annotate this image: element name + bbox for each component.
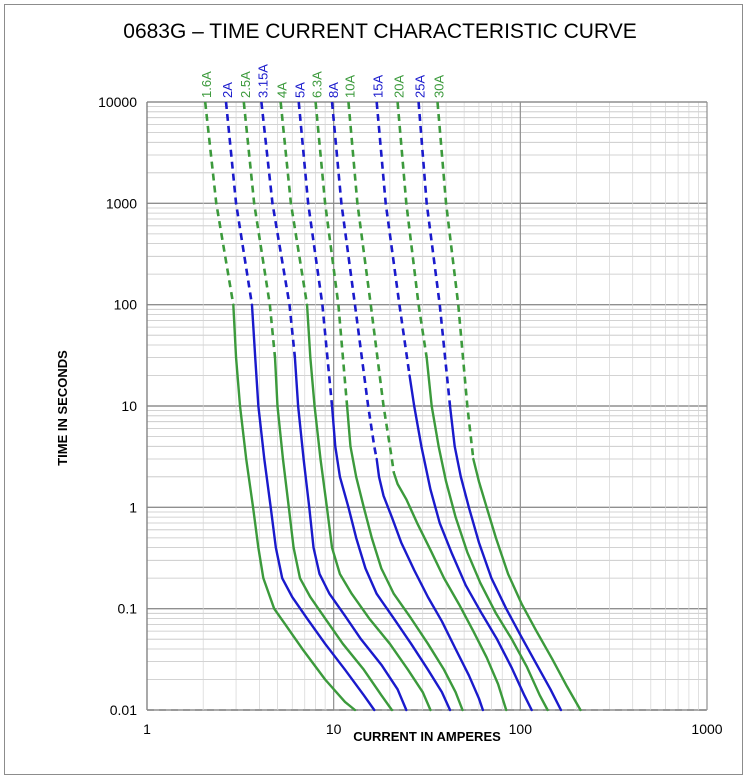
series-5a-solid-line — [330, 404, 452, 712]
series-label-25a: 25A — [413, 75, 428, 98]
series-label-1-6a: 1.6A — [199, 71, 214, 98]
y-tick-label: 0.01 — [110, 702, 137, 718]
series-10a-solid-line — [392, 471, 508, 712]
series-30a-dashed-line — [436, 101, 475, 460]
series-30a-solid-line — [472, 457, 582, 712]
series-label-2-5a: 2.5A — [238, 71, 253, 98]
tick-labels: 10000 1000 100 10 1 0.1 0.01 1 10 100 1000 — [98, 94, 723, 737]
series-6-3a-dashed-line — [314, 101, 349, 407]
y-tick-label: 10000 — [98, 94, 137, 110]
chart-title: 0683G – TIME CURRENT CHARACTERISTIC CURV… — [123, 20, 636, 43]
series-3-15a-dashed-line — [260, 101, 297, 358]
series-20a-dashed-line — [396, 101, 428, 358]
series-4a-dashed-line — [279, 101, 309, 305]
chart-frame — [4, 4, 743, 775]
series-20a-solid-line — [425, 356, 549, 712]
x-tick-label: 10 — [326, 721, 342, 737]
series-label-4a: 4A — [275, 82, 290, 98]
series-label-10a: 10A — [342, 75, 357, 98]
x-axis-title: CURRENT IN AMPERES — [353, 729, 501, 744]
series-label-2a: 2A — [220, 82, 235, 98]
series-label-8a: 8A — [326, 82, 341, 98]
series-10a-dashed-line — [347, 101, 396, 473]
series-5a-dashed-line — [297, 101, 334, 407]
series-label-30a: 30A — [432, 75, 447, 98]
series-label-5a: 5A — [293, 82, 308, 98]
series-15a-solid-line — [408, 374, 533, 712]
series-25a-solid-line — [448, 404, 563, 712]
series-label-15a: 15A — [371, 75, 386, 98]
series-25a-dashed-line — [417, 101, 452, 407]
y-tick-label: 1 — [129, 499, 137, 515]
series-2a-dashed-line — [224, 101, 254, 305]
y-tick-label: 0.1 — [118, 601, 138, 617]
series-2-5a-solid-line — [273, 356, 394, 712]
y-axis-title: TIME IN SECONDS — [55, 350, 70, 466]
series-15a-dashed-line — [375, 101, 411, 376]
x-tick-label: 1000 — [691, 721, 722, 737]
x-tick-label: 1 — [143, 721, 151, 737]
series-label-6-3a: 6.3A — [310, 71, 325, 98]
series-2a-solid-line — [250, 303, 376, 712]
series-1-6a-solid-line — [232, 303, 357, 712]
series-label-20a: 20A — [392, 75, 407, 98]
series-label-3-15a: 3.15A — [255, 64, 270, 98]
y-tick-label: 1000 — [106, 195, 137, 211]
x-tick-label: 100 — [509, 721, 533, 737]
series-labels: 1.6A 2A 2.5A 3.15A 4A 5A 6.3A 8A 10A 15A 20A 25A 30A — [199, 64, 446, 98]
series-3-15a-solid-line — [293, 356, 408, 712]
series-8a-dashed-line — [330, 101, 378, 460]
y-tick-label: 10 — [121, 398, 137, 414]
series-8a-solid-line — [375, 457, 485, 712]
series-6-3a-solid-line — [345, 404, 464, 712]
grid — [146, 101, 708, 711]
y-tick-label: 100 — [114, 297, 138, 313]
series-lines — [203, 101, 582, 712]
series-4a-solid-line — [305, 303, 432, 712]
series-2-5a-dashed-line — [242, 101, 277, 358]
series-1-6a-dashed-line — [203, 101, 235, 305]
